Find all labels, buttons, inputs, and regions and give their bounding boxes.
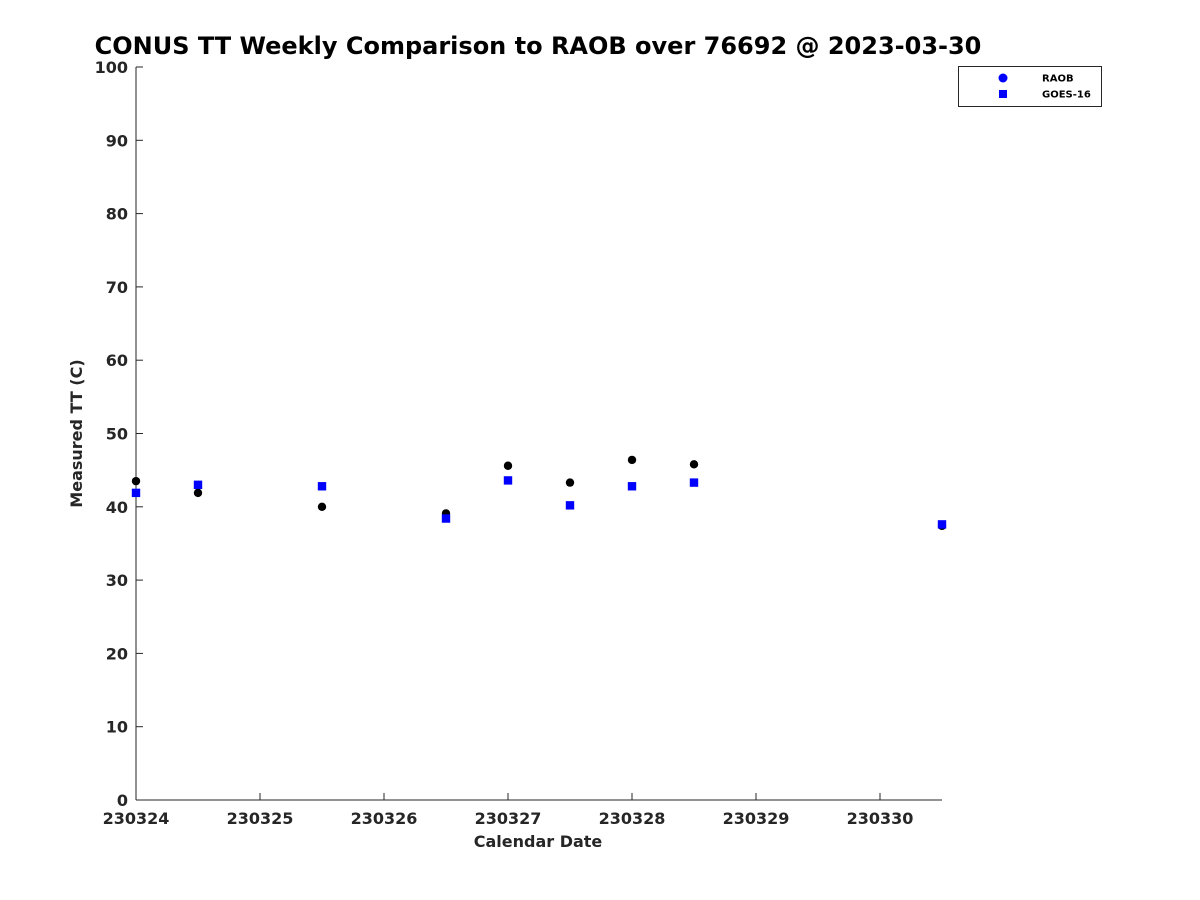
y-axis-label: Measured TT (C) bbox=[67, 359, 86, 507]
goes16-point bbox=[503, 476, 513, 485]
legend-raob-label: RAOB bbox=[1042, 74, 1074, 85]
x-tick-label: 230324 bbox=[103, 809, 170, 828]
y-tick-label: 30 bbox=[106, 571, 128, 590]
y-tick-label: 80 bbox=[106, 205, 128, 224]
x-tick-label: 230327 bbox=[475, 809, 542, 828]
x-ticks: 230324 230325 230326 230327 230328 230329 2303… bbox=[103, 793, 914, 828]
x-tick-label: 230326 bbox=[351, 809, 418, 828]
raob-point bbox=[689, 460, 699, 469]
data-markers bbox=[131, 455, 947, 531]
y-tick-label: 60 bbox=[106, 351, 128, 370]
legend-goes16-marker bbox=[999, 90, 1007, 98]
x-tick-label: 230328 bbox=[599, 809, 666, 828]
goes16-point bbox=[627, 482, 637, 491]
x-axis-label: Calendar Date bbox=[474, 832, 603, 851]
goes16-point bbox=[317, 482, 327, 491]
goes16-point bbox=[689, 478, 699, 487]
y-tick-label: 0 bbox=[117, 791, 128, 810]
raob-point bbox=[503, 461, 513, 470]
goes16-point bbox=[131, 488, 141, 498]
raob-point bbox=[565, 478, 575, 487]
raob-point bbox=[317, 502, 327, 511]
raob-point bbox=[131, 476, 141, 486]
goes16-point bbox=[441, 514, 451, 523]
y-tick-label: 10 bbox=[106, 718, 128, 737]
raob-point bbox=[193, 488, 203, 498]
x-tick-label: 230329 bbox=[723, 809, 790, 828]
goes16-point bbox=[565, 501, 575, 510]
y-tick-label: 40 bbox=[106, 498, 128, 517]
goes16-point bbox=[937, 520, 947, 529]
y-tick-label: 100 bbox=[95, 58, 128, 77]
legend: RAOB GOES-16 bbox=[958, 66, 1102, 107]
y-tick-label: 20 bbox=[106, 644, 128, 663]
y-tick-label: 70 bbox=[106, 278, 128, 297]
x-tick-label: 230325 bbox=[227, 809, 294, 828]
legend-raob-marker bbox=[998, 73, 1008, 83]
y-ticks: 0 10 20 30 40 50 60 70 80 90 100 bbox=[95, 58, 143, 810]
y-tick-label: 50 bbox=[106, 425, 128, 444]
goes16-point bbox=[193, 480, 203, 490]
chart-title: CONUS TT Weekly Comparison to RAOB over … bbox=[95, 32, 982, 60]
x-tick-label: 230330 bbox=[847, 809, 914, 828]
raob-point bbox=[627, 455, 637, 465]
legend-goes16-label: GOES-16 bbox=[1042, 90, 1091, 101]
legend-box bbox=[958, 66, 1102, 107]
y-tick-label: 90 bbox=[106, 131, 128, 150]
